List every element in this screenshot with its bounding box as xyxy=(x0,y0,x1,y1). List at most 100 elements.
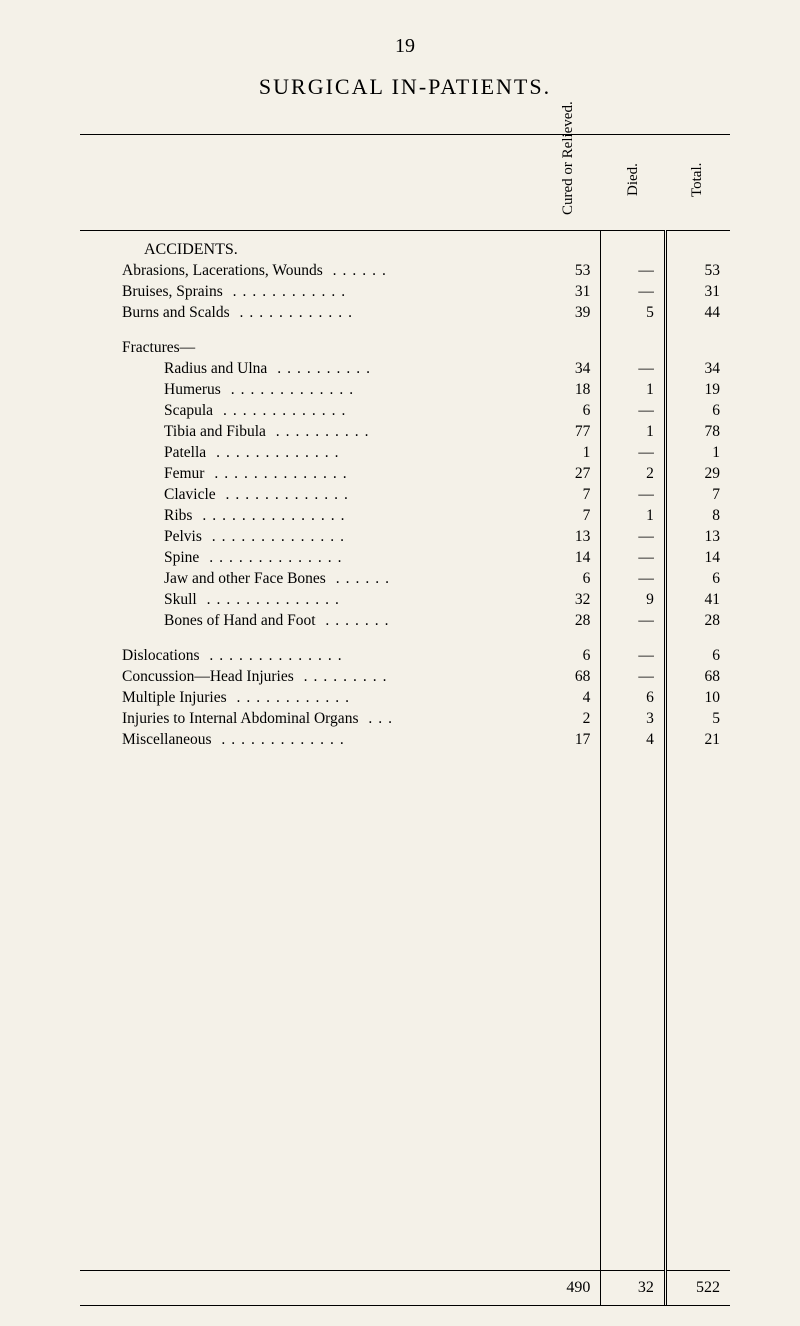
patients-table: Cured or Relieved. Died. Total. ACCIDENT… xyxy=(80,135,730,1305)
table-row: Multiple Injuries ............4610 xyxy=(80,688,730,709)
row-label: Miscellaneous ............. xyxy=(80,730,536,751)
row-label: Tibia and Fibula .......... xyxy=(80,422,536,443)
cell-cured: 6 xyxy=(536,401,601,422)
table-row: Concussion—Head Injuries .........68—68 xyxy=(80,667,730,688)
cell-cured: 17 xyxy=(536,730,601,751)
leader-dots: ............. xyxy=(206,444,344,461)
table-row: Burns and Scalds ............39544 xyxy=(80,303,730,324)
cell-cured: 13 xyxy=(536,527,601,548)
leader-dots: ............... xyxy=(192,507,350,524)
cell-cured: 7 xyxy=(536,506,601,527)
cell-total: 7 xyxy=(665,485,730,506)
leader-dots: ............ xyxy=(227,689,355,706)
leader-dots: .............. xyxy=(199,549,347,566)
cell-died: 5 xyxy=(601,303,666,324)
table-row: Ribs ...............718 xyxy=(80,506,730,527)
table-row: Abrasions, Lacerations, Wounds ......53—… xyxy=(80,261,730,282)
footer-died: 32 xyxy=(601,1271,666,1306)
cell-cured: 28 xyxy=(536,611,601,632)
cell-died: 9 xyxy=(601,590,666,611)
leader-dots: ............ xyxy=(223,283,351,300)
row-label: Burns and Scalds ............ xyxy=(80,303,536,324)
cell-died: — xyxy=(601,359,666,380)
spacer-row xyxy=(80,324,730,338)
cell-total: 78 xyxy=(665,422,730,443)
leader-dots: ............ xyxy=(230,304,358,321)
table-row: Injuries to Internal Abdominal Organs ..… xyxy=(80,709,730,730)
cell-total: 1 xyxy=(665,443,730,464)
cell-cured: 68 xyxy=(536,667,601,688)
leader-dots: ............. xyxy=(213,402,351,419)
row-label: Multiple Injuries ............ xyxy=(80,688,536,709)
cell-died: 1 xyxy=(601,380,666,401)
leader-dots: .............. xyxy=(197,591,345,608)
cell-total: 41 xyxy=(665,590,730,611)
cell-cured: 2 xyxy=(536,709,601,730)
leader-dots: .............. xyxy=(200,647,348,664)
table-row: Miscellaneous .............17421 xyxy=(80,730,730,751)
row-label: Clavicle ............. xyxy=(80,485,536,506)
row-label: Femur .............. xyxy=(80,464,536,485)
cell-total: 21 xyxy=(665,730,730,751)
cell-died: 3 xyxy=(601,709,666,730)
cell-died: — xyxy=(601,527,666,548)
row-label: Injuries to Internal Abdominal Organs ..… xyxy=(80,709,536,730)
cell-died: — xyxy=(601,646,666,667)
table-row: Patella .............1—1 xyxy=(80,443,730,464)
cell-total: 6 xyxy=(665,401,730,422)
cell-cured: 31 xyxy=(536,282,601,303)
cell-total: 29 xyxy=(665,464,730,485)
cell-died: 1 xyxy=(601,506,666,527)
cell-cured: 6 xyxy=(536,646,601,667)
leader-dots: ... xyxy=(358,710,398,727)
cell-total: 44 xyxy=(665,303,730,324)
cell-died: — xyxy=(601,282,666,303)
cell-total: 13 xyxy=(665,527,730,548)
leader-dots: .......... xyxy=(267,360,376,377)
cell-died: — xyxy=(601,485,666,506)
fractures-header-row: Fractures— xyxy=(80,338,730,359)
cell-total: 28 xyxy=(665,611,730,632)
table-row: Femur ..............27229 xyxy=(80,464,730,485)
cell-died: — xyxy=(601,401,666,422)
cell-total: 53 xyxy=(665,261,730,282)
table-row: Bruises, Sprains ............31—31 xyxy=(80,282,730,303)
table-row: Pelvis ..............13—13 xyxy=(80,527,730,548)
leader-dots: .............. xyxy=(204,465,352,482)
cell-cured: 27 xyxy=(536,464,601,485)
cell-cured: 32 xyxy=(536,590,601,611)
cell-total: 10 xyxy=(665,688,730,709)
table-row: Radius and Ulna ..........34—34 xyxy=(80,359,730,380)
row-label: Radius and Ulna .......... xyxy=(80,359,536,380)
cell-cured: 6 xyxy=(536,569,601,590)
cell-total: 34 xyxy=(665,359,730,380)
page-container: 19 SURGICAL IN-PATIENTS. Cured or Reliev… xyxy=(80,35,730,1306)
leader-dots: .......... xyxy=(266,423,375,440)
row-label: Pelvis .............. xyxy=(80,527,536,548)
leader-dots: ............. xyxy=(216,486,354,503)
table-row: Dislocations ..............6—6 xyxy=(80,646,730,667)
cell-total: 8 xyxy=(665,506,730,527)
leader-dots: ...... xyxy=(326,570,395,587)
cell-died: 6 xyxy=(601,688,666,709)
cell-cured: 7 xyxy=(536,485,601,506)
row-label: Bones of Hand and Foot ....... xyxy=(80,611,536,632)
spacer-row xyxy=(80,632,730,646)
cell-died: — xyxy=(601,261,666,282)
cell-cured: 39 xyxy=(536,303,601,324)
cell-cured: 14 xyxy=(536,548,601,569)
cell-died: — xyxy=(601,611,666,632)
table-row: Scapula .............6—6 xyxy=(80,401,730,422)
table-row: Tibia and Fibula ..........77178 xyxy=(80,422,730,443)
row-label: Humerus ............. xyxy=(80,380,536,401)
leader-dots: .............. xyxy=(202,528,350,545)
row-label: Skull .............. xyxy=(80,590,536,611)
footer-row: 490 32 522 xyxy=(80,1271,730,1306)
row-label: Spine .............. xyxy=(80,548,536,569)
cell-total: 19 xyxy=(665,380,730,401)
row-label: Bruises, Sprains ............ xyxy=(80,282,536,303)
cell-total: 5 xyxy=(665,709,730,730)
cell-died: — xyxy=(601,548,666,569)
cell-died: 2 xyxy=(601,464,666,485)
cell-cured: 34 xyxy=(536,359,601,380)
